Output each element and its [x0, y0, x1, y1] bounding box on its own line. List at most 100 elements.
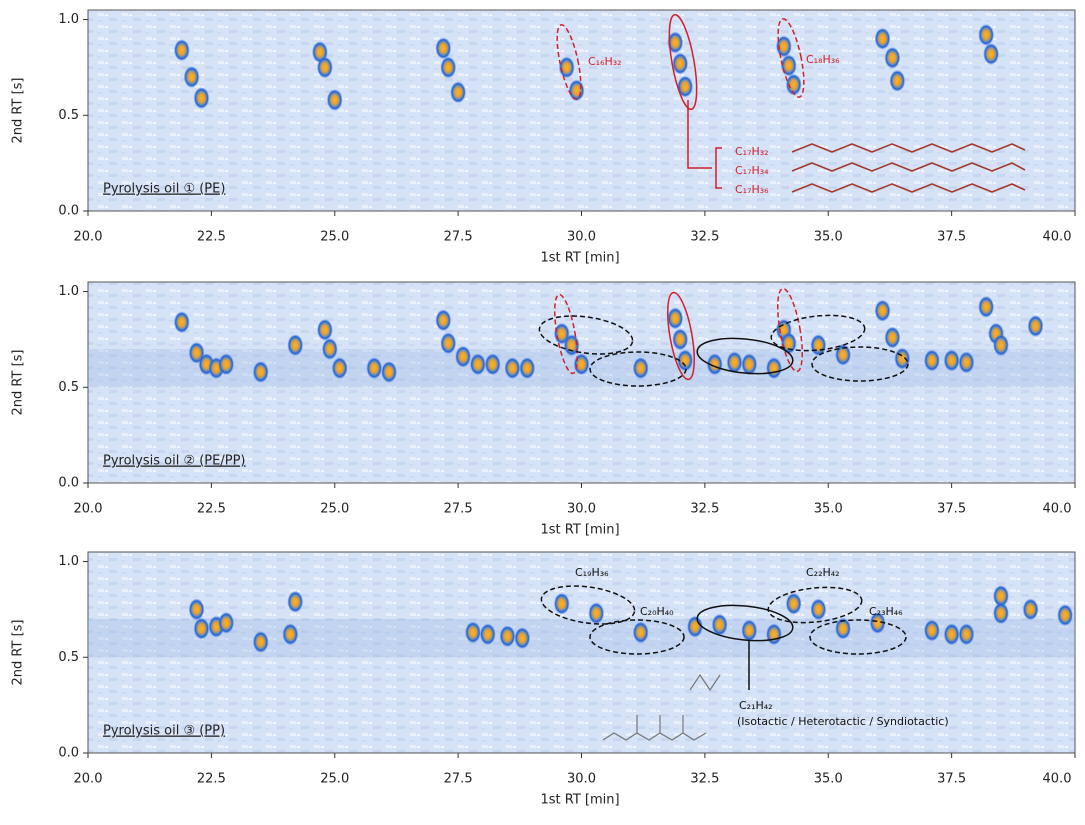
peak	[440, 332, 457, 355]
highlight-ellipse	[589, 351, 687, 387]
peak	[958, 623, 975, 646]
x-tick-label: 35.0	[814, 772, 843, 787]
peak	[775, 35, 792, 58]
peak	[958, 351, 975, 374]
x-tick-label: 22.5	[197, 230, 226, 245]
y-axis-title: 2nd RT [s]	[11, 620, 26, 686]
annotation: C₂₂H₄₂	[806, 566, 840, 579]
peak	[450, 81, 467, 104]
x-tick-label: 30.0	[567, 230, 596, 245]
peak	[479, 623, 496, 646]
peak	[706, 353, 723, 376]
peak	[711, 613, 728, 636]
x-tick-label: 32.5	[690, 230, 719, 245]
highlight-ellipse	[538, 315, 634, 355]
peak	[464, 621, 481, 644]
highlight-ellipse	[809, 619, 907, 655]
y-tick-label: 0.0	[58, 476, 79, 491]
annotation: C₁₈H₃₆	[806, 53, 840, 66]
peak	[588, 602, 605, 625]
molecule	[602, 673, 721, 741]
x-tick-label: 40.0	[1043, 772, 1072, 787]
peak	[672, 52, 689, 75]
peak	[558, 56, 575, 79]
x-tick-label: 20.0	[74, 230, 103, 245]
peak	[193, 87, 210, 110]
peak	[321, 338, 338, 360]
annotation: (Isotactic / Heterotactic / Syndiotactic…	[737, 715, 949, 728]
x-tick-label: 20.0	[74, 772, 103, 787]
panel-label: Pyrolysis oil ③ (PP)	[103, 724, 225, 739]
x-tick-label: 40.0	[1043, 502, 1072, 517]
peak	[884, 46, 901, 69]
highlight-ellipse	[696, 337, 794, 375]
peak	[1057, 604, 1074, 627]
peak	[381, 360, 398, 383]
panel-label: Pyrolysis oil ② (PE/PP)	[103, 454, 246, 469]
peak	[677, 349, 694, 372]
panel: 20.0 22.5 25.0 27.5 30.0 32.5 35.0 37.5 40.0 0.0 0…	[11, 9, 1076, 266]
y-axis-title: 2nd RT [s]	[11, 78, 26, 144]
y-tick-label: 0.5	[58, 380, 79, 395]
x-tick-label: 25.0	[320, 502, 349, 517]
peak	[326, 88, 343, 111]
annotation: C₁₇H₃₄	[735, 164, 769, 177]
x-tick-label: 37.5	[937, 772, 966, 787]
peak	[874, 299, 891, 322]
annotation: C₁₇H₃₂	[735, 145, 769, 158]
bracket	[687, 100, 722, 189]
peak	[519, 357, 536, 380]
peak	[455, 345, 472, 368]
x-tick-label: 37.5	[937, 502, 966, 517]
highlight-ellipse	[776, 287, 804, 373]
peak	[563, 334, 580, 357]
highlight-ellipse	[540, 585, 636, 625]
plot-background	[87, 551, 1076, 754]
peak	[923, 349, 940, 372]
peak	[435, 309, 452, 332]
peak	[874, 27, 891, 50]
peak	[287, 334, 304, 357]
peak	[568, 79, 585, 102]
peak	[992, 602, 1009, 625]
x-tick-label: 20.0	[74, 502, 103, 517]
highlight-ellipse	[811, 346, 909, 382]
structure-lines	[791, 143, 1026, 193]
peak	[252, 630, 269, 653]
peak	[282, 623, 299, 646]
annotation: C₂₃H₄₆	[869, 605, 903, 618]
peak	[835, 617, 852, 640]
highlight-ellipse	[668, 13, 698, 111]
peak	[1027, 315, 1044, 338]
peak	[1022, 598, 1039, 621]
y-axis-title: 2nd RT [s]	[11, 350, 26, 416]
peak	[765, 623, 782, 646]
highlight-ellipse	[666, 291, 696, 381]
peak	[765, 357, 782, 380]
peak	[869, 611, 886, 634]
annotation: C₂₁H₄₂	[739, 699, 773, 712]
peak	[366, 357, 383, 380]
peak	[667, 307, 684, 330]
peak	[889, 69, 906, 92]
peak	[785, 73, 802, 96]
peak	[553, 592, 570, 615]
x-tick-label: 22.5	[197, 772, 226, 787]
x-tick-label: 35.0	[814, 502, 843, 517]
peak	[780, 54, 797, 77]
peak	[810, 598, 827, 621]
peak	[287, 590, 304, 613]
y-tick-label: 1.0	[58, 12, 79, 27]
annotation: C₁₇H₃₆	[735, 183, 769, 196]
peak	[316, 318, 333, 341]
x-tick-label: 22.5	[197, 502, 226, 517]
peak	[469, 353, 486, 376]
peak	[504, 357, 521, 380]
peak	[440, 56, 457, 79]
panel-label: Pyrolysis oil ① (PE)	[103, 182, 225, 197]
peak	[785, 592, 802, 615]
peak	[435, 37, 452, 60]
peak	[632, 357, 649, 380]
highlight-ellipse	[770, 314, 866, 352]
